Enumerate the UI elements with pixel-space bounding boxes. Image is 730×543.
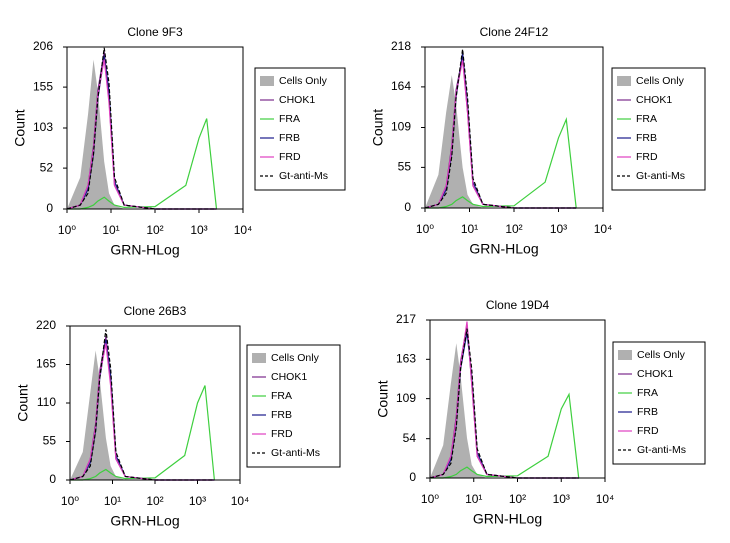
legend-label: Cells Only [279,75,328,87]
legend-label: Gt-anti-Ms [636,170,685,182]
legend-swatch [617,76,631,86]
plot-frame [69,325,241,481]
legend-label: FRB [637,406,658,418]
legend-label: Gt-anti-Ms [271,447,320,459]
legend-box [246,344,341,468]
area [70,350,215,480]
x-tick-label: 10⁰ [61,494,79,508]
legend-label: FRB [636,132,657,144]
area [67,59,217,209]
x-tick-label: 10³ [189,494,206,508]
legend-label: Gt-anti-Ms [637,444,686,456]
x-tick-label: 10³ [190,223,207,237]
legend-box [611,67,706,191]
legend-label: FRA [637,387,658,399]
y-tick-label: 109 [396,391,416,405]
legend-label: Cells Only [636,75,685,87]
y-tick-label: 163 [396,351,416,365]
legend-label: Cells Only [637,349,686,361]
y-tick-label: 164 [391,79,411,93]
y-tick-label: 109 [391,120,411,134]
legend-label: Gt-anti-Ms [279,170,328,182]
y-tick-label: 55 [398,160,412,174]
legend-label: FRA [271,390,292,402]
y-tick-label: 220 [36,318,56,332]
y-axis-label: Count [375,380,391,417]
x-tick-label: 10³ [553,492,570,506]
x-tick-label: 10¹ [465,492,482,506]
x-axis-label: GRN-HLog [473,511,542,527]
x-tick-label: 10⁴ [596,492,615,506]
y-tick-label: 155 [33,79,53,93]
legend-swatch [252,353,266,363]
area [430,343,579,478]
panel-title: Clone 26B3 [124,304,187,318]
legend-label: FRD [279,151,301,163]
legend-swatch [618,350,632,360]
y-axis-label: Count [370,109,386,146]
panel-title: Clone 9F3 [127,25,183,39]
legend-label: CHOK1 [636,94,672,106]
plot-frame [429,319,606,479]
y-axis-label: Count [12,109,28,146]
x-tick-label: 10³ [550,222,567,236]
legend-label: FRB [271,409,292,421]
y-tick-label: 110 [37,395,56,409]
x-tick-label: 10⁴ [234,223,253,237]
panel-title: Clone 19D4 [486,298,550,312]
x-tick-label: 10² [505,222,522,236]
legend-box [254,67,346,191]
x-tick-label: 10² [146,494,163,508]
panel-title: Clone 24F12 [480,25,549,39]
y-axis-label: Count [15,384,31,421]
x-tick-label: 10⁴ [231,494,250,508]
y-tick-label: 55 [43,434,57,448]
y-tick-label: 52 [40,160,54,174]
legend-label: FRD [636,151,658,163]
legend-label: CHOK1 [637,368,673,380]
legend-box [612,341,706,465]
y-tick-label: 0 [46,201,53,215]
legend-swatch [260,76,274,86]
x-tick-label: 10⁴ [594,222,613,236]
line [430,392,580,479]
legend-label: Cells Only [271,352,320,364]
line [70,385,215,481]
line [69,329,215,481]
plot-frame [424,46,604,209]
x-tick-label: 10¹ [461,222,478,236]
line [425,117,577,209]
y-tick-label: 217 [396,312,416,326]
plot-frame [66,46,244,210]
y-tick-label: 165 [36,357,56,371]
y-tick-label: 103 [33,120,53,134]
y-tick-label: 0 [49,472,56,486]
y-tick-label: 218 [391,39,411,53]
legend-label: FRD [271,428,293,440]
legend-label: FRB [279,132,300,144]
area [425,75,577,208]
legend-label: CHOK1 [279,94,315,106]
line [67,118,218,210]
legend-label: CHOK1 [271,371,307,383]
x-tick-label: 10¹ [102,223,119,237]
y-tick-label: 0 [404,200,411,214]
x-tick-label: 10⁰ [421,492,439,506]
legend-label: FRA [636,113,657,125]
x-tick-label: 10⁰ [58,223,76,237]
y-tick-label: 0 [409,470,416,484]
legend-label: FRD [637,425,659,437]
x-axis-label: GRN-HLog [110,513,179,529]
x-tick-label: 10² [509,492,526,506]
x-tick-label: 10⁰ [416,222,434,236]
line [429,328,579,479]
x-axis-label: GRN-HLog [469,241,538,257]
legend-label: FRA [279,113,300,125]
x-axis-label: GRN-HLog [110,242,179,258]
x-tick-label: 10² [146,223,163,237]
y-tick-label: 54 [403,431,417,445]
y-tick-label: 206 [33,39,53,53]
x-tick-label: 10¹ [104,494,121,508]
